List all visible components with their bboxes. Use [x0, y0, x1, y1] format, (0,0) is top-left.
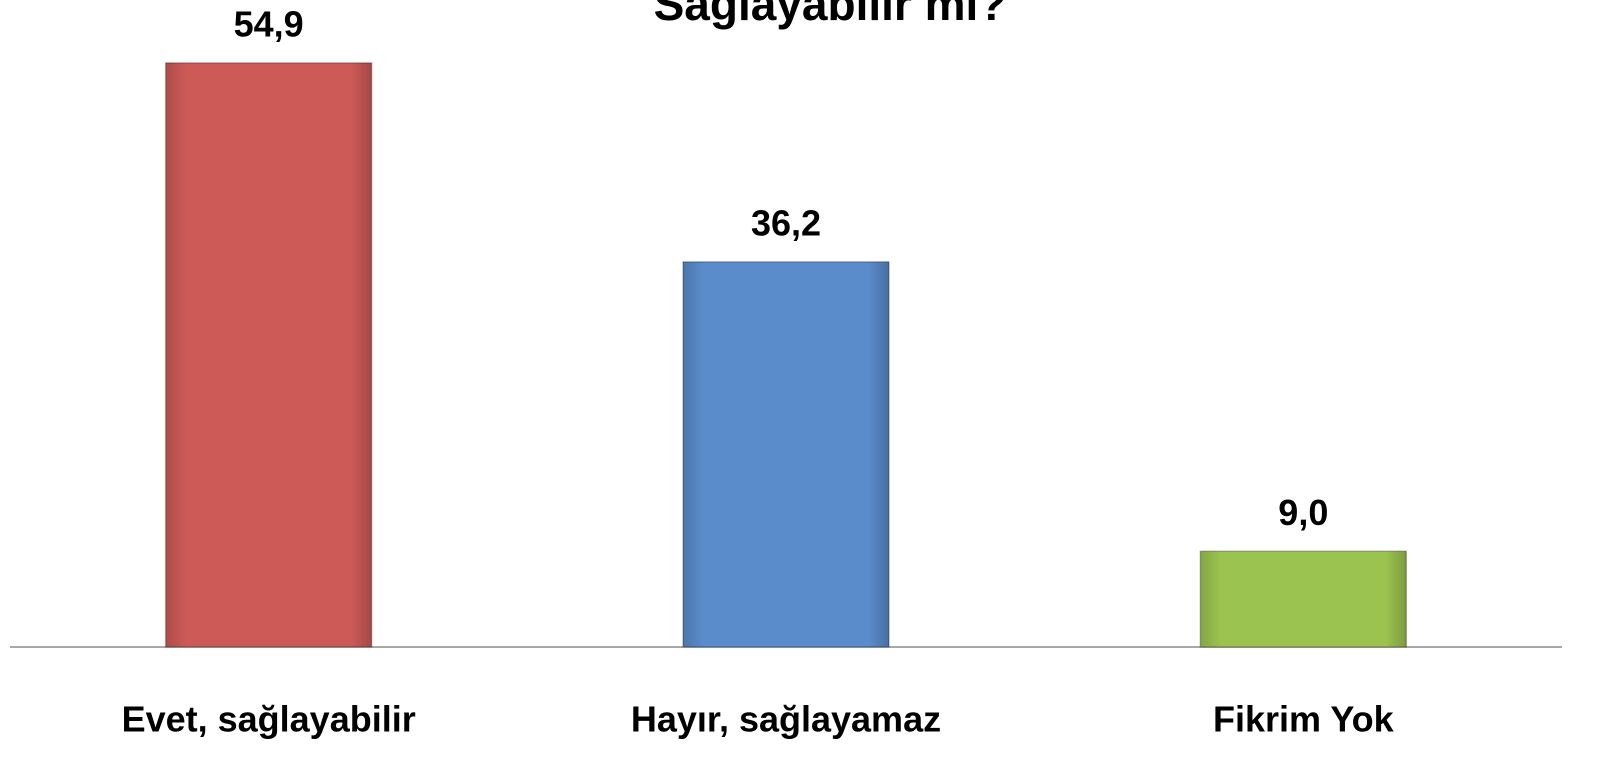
bar: [682, 261, 890, 648]
data-label: 9,0: [1278, 492, 1328, 533]
bar: [164, 62, 373, 648]
chart-title: Sağlayabilir mi?: [654, 0, 1007, 30]
data-label: 54,9: [234, 3, 304, 44]
bar: [1199, 550, 1408, 648]
x-tick-label: Hayır, sağlayamaz: [631, 699, 941, 740]
data-label: 36,2: [751, 202, 821, 243]
x-tick-label: Evet, sağlayabilir: [122, 699, 416, 740]
x-tick-label: Fikrim Yok: [1213, 699, 1395, 740]
